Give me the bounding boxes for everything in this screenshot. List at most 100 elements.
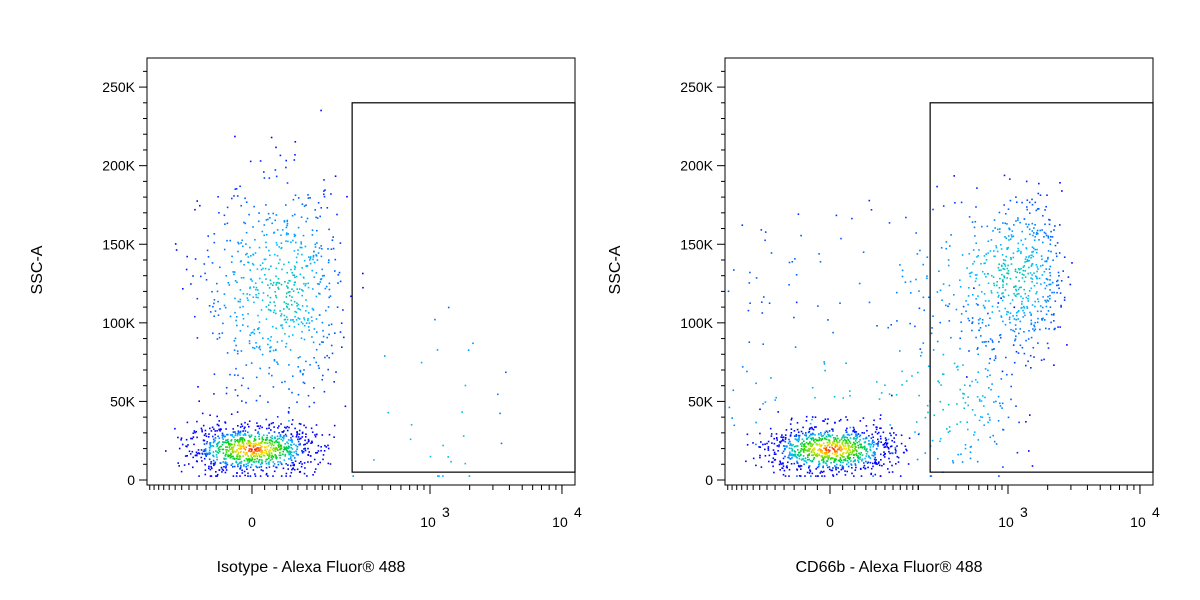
event-dot (797, 440, 800, 443)
event-dot (827, 418, 829, 420)
event-dot (272, 461, 275, 463)
event-dot (1014, 294, 1017, 297)
event-dot (311, 229, 314, 231)
event-dot (333, 381, 335, 383)
event-dot (808, 458, 810, 461)
event-dot (1051, 291, 1053, 294)
event-dot (978, 284, 981, 286)
event-dot (849, 457, 851, 459)
event-dot (285, 233, 288, 236)
event-dot (195, 451, 198, 454)
event-dot (291, 423, 293, 426)
event-dot (1040, 283, 1042, 285)
event-dot (239, 468, 241, 470)
event-dot (209, 447, 211, 449)
event-dot (298, 288, 301, 290)
event-dot (957, 365, 959, 368)
event-dot (237, 425, 239, 427)
event-dot (203, 443, 206, 445)
event-dot (304, 245, 307, 248)
event-dot (1025, 421, 1027, 423)
event-dot (258, 466, 261, 469)
event-dot (786, 446, 788, 448)
event-dot (237, 242, 240, 245)
event-dot (217, 196, 219, 198)
event-dot (818, 460, 820, 463)
event-dot (237, 463, 239, 466)
event-dot (257, 328, 259, 330)
event-dot (998, 310, 1001, 312)
event-dot (953, 294, 955, 296)
event-dot (771, 461, 774, 463)
event-dot (1008, 239, 1010, 241)
event-dot (875, 426, 877, 428)
event-dot (1046, 299, 1049, 302)
event-dot (280, 438, 282, 441)
event-dot (310, 427, 313, 430)
event-dot (218, 441, 221, 443)
event-dot (302, 451, 305, 453)
event-dot (280, 445, 283, 447)
event-dot (267, 304, 270, 306)
event-dot (992, 230, 994, 232)
event-dot (870, 209, 873, 211)
event-dot (972, 249, 975, 251)
event-dot (240, 460, 243, 463)
event-dot (309, 364, 311, 366)
event-dot (282, 436, 284, 439)
event-dot (918, 307, 921, 310)
event-dot (922, 263, 924, 266)
event-dot (268, 466, 271, 468)
event-dot (268, 441, 271, 444)
event-dot (796, 422, 799, 424)
event-dot (981, 291, 983, 293)
event-dot (823, 433, 826, 435)
event-dot (815, 426, 817, 428)
event-dot (879, 475, 882, 477)
event-dot (246, 453, 248, 456)
event-dot (258, 427, 261, 430)
event-dot (277, 449, 279, 451)
x-tick-label: 10 (1130, 514, 1146, 530)
event-dot (973, 431, 976, 433)
event-dot (255, 460, 258, 463)
event-dot (230, 464, 233, 466)
event-dot (307, 447, 309, 450)
event-dot (991, 274, 993, 277)
event-dot (1041, 229, 1043, 231)
event-dot (180, 437, 183, 439)
event-dot (940, 247, 943, 249)
event-dot (971, 409, 974, 411)
event-dot (1055, 252, 1058, 255)
event-dot (857, 433, 860, 435)
event-dot (243, 465, 245, 467)
event-dot (194, 208, 196, 211)
event-dot (253, 205, 255, 208)
event-dot (1041, 318, 1043, 320)
event-dot (253, 286, 255, 288)
event-dot (212, 451, 215, 453)
event-dot (339, 280, 342, 283)
event-dot (867, 443, 870, 446)
event-dot (294, 315, 296, 318)
event-dot (865, 437, 868, 439)
event-dot (327, 306, 330, 308)
event-dot (327, 368, 329, 371)
event-dot (265, 472, 268, 475)
event-dot (301, 463, 303, 465)
event-dot (793, 430, 796, 432)
event-dot (971, 271, 973, 274)
event-dot (864, 447, 866, 449)
event-dot (290, 451, 293, 453)
event-dot (229, 315, 232, 318)
event-dot (221, 435, 224, 437)
event-dot (1026, 208, 1028, 211)
y-tick-label: 100K (102, 315, 135, 331)
event-dot (183, 464, 186, 466)
event-dot (279, 457, 281, 459)
event-dot (245, 243, 247, 245)
event-dot (782, 445, 785, 447)
event-dot (265, 450, 267, 452)
event-dot (271, 437, 273, 440)
event-dot (865, 450, 867, 452)
